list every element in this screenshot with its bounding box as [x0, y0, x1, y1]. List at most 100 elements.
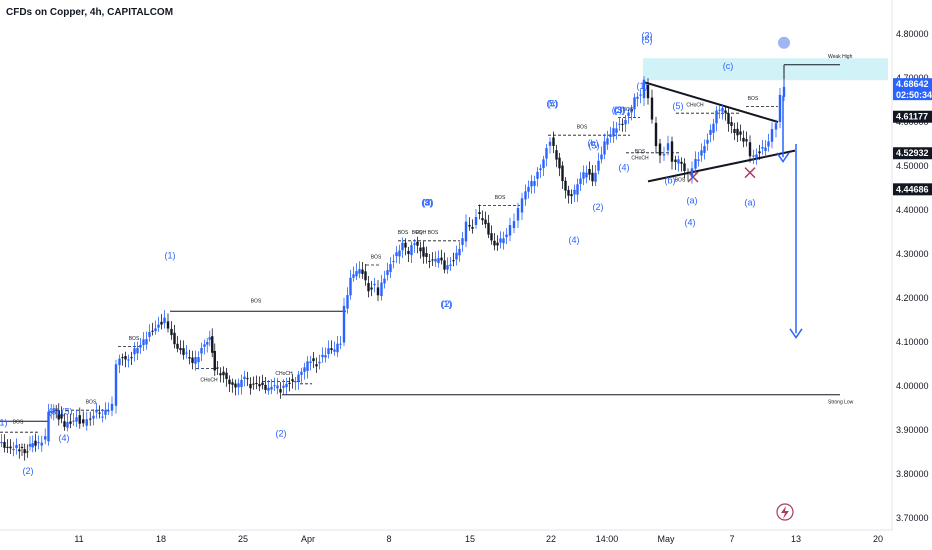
candle-body — [499, 238, 502, 243]
eqh-label: EQH — [416, 230, 427, 236]
candle-body — [739, 131, 742, 135]
candle-body — [425, 253, 428, 257]
candle-body — [431, 259, 434, 261]
candle-body — [185, 352, 188, 354]
x-tick-label: 14:00 — [596, 534, 619, 544]
wave-label: (3) — [614, 105, 625, 115]
candle-body — [778, 94, 782, 122]
candle-body — [576, 184, 579, 195]
candle-body — [727, 113, 730, 125]
forecast-arrowhead-short — [776, 152, 790, 163]
y-tick-label: 4.50000 — [896, 161, 929, 171]
candle-body — [370, 287, 373, 290]
price-badge-value: 4.52932 — [896, 148, 929, 158]
candle-body — [240, 380, 243, 388]
y-tick-label: 4.00000 — [896, 381, 929, 391]
candle-body — [273, 385, 276, 387]
candle-body — [449, 264, 452, 266]
triangle-upper-line — [644, 81, 779, 123]
wave-label: (1) — [165, 250, 176, 260]
candle-body — [401, 242, 404, 251]
candle-body — [718, 109, 721, 111]
bos-label: BOS — [86, 400, 97, 406]
bos-label: BOS — [623, 107, 634, 113]
wave-label: (3) — [49, 407, 60, 417]
wave-label: (1) — [637, 81, 648, 91]
candle-body — [258, 384, 261, 387]
candle-body — [636, 96, 639, 99]
candle-body — [373, 283, 376, 286]
candle-body — [315, 364, 318, 367]
x-tick-label: 25 — [238, 534, 248, 544]
candle-body — [484, 219, 487, 225]
candle-body — [267, 387, 270, 391]
candle-body — [6, 446, 9, 448]
wave-label: (2) — [23, 466, 34, 476]
candle-body — [618, 123, 621, 125]
candle-body — [533, 181, 536, 186]
wave-label: (2) — [593, 202, 604, 212]
choch-label: CHoCH — [275, 371, 293, 377]
candle-body — [211, 336, 214, 353]
candle-body — [270, 386, 273, 390]
candle-body — [297, 374, 300, 382]
candle-body — [285, 383, 288, 388]
candle-body — [98, 412, 101, 414]
candle-body — [633, 97, 636, 110]
candle-body — [300, 371, 303, 375]
price-badge-value: 4.68642 — [896, 79, 929, 89]
candle-body — [148, 332, 151, 337]
wave-label: (1) — [441, 299, 452, 309]
forecast-arrowhead-long — [789, 328, 803, 339]
candle-body — [461, 238, 464, 245]
x-tick-label: 7 — [729, 534, 734, 544]
candle-body — [255, 383, 258, 385]
candle-body — [121, 357, 124, 359]
candle-body — [114, 364, 118, 406]
candle-body — [23, 449, 26, 454]
price-badge-value: 4.44686 — [896, 184, 929, 194]
candle-body — [380, 282, 383, 297]
candle-body — [0, 442, 3, 444]
candle-body — [57, 410, 60, 420]
candle-body — [398, 250, 401, 257]
candle-body — [222, 371, 225, 376]
candle-body — [237, 383, 240, 388]
lightning-icon-bolt — [781, 506, 789, 519]
cross-marker — [744, 167, 756, 179]
candle-body — [481, 218, 484, 221]
candle-body — [136, 348, 139, 354]
y-tick-label: 4.40000 — [896, 205, 929, 215]
triangle-lower-line — [647, 149, 796, 183]
candle-body — [145, 339, 148, 345]
candle-body — [231, 382, 234, 385]
candle-body — [133, 348, 136, 355]
wave-label: (5) — [589, 140, 600, 150]
candle-body — [471, 227, 474, 229]
candle-body — [564, 180, 567, 191]
candle-body — [228, 379, 231, 385]
candle-body — [130, 357, 133, 359]
candle-body — [686, 172, 690, 174]
candle-body — [213, 350, 216, 371]
lightning-icon — [776, 503, 794, 521]
candle-body — [437, 258, 440, 264]
candle-body — [440, 257, 443, 261]
lightning-icon-ring — [776, 503, 794, 521]
candle-body — [124, 356, 127, 360]
candles-layer — [0, 76, 786, 461]
candle-body — [261, 382, 264, 386]
candle-body — [294, 381, 297, 383]
candle-body — [558, 157, 561, 169]
x-tick-label: 15 — [465, 534, 475, 544]
wave-label: (1) — [0, 418, 8, 428]
candle-body — [358, 269, 361, 274]
candle-body — [612, 128, 615, 137]
candle-body — [279, 389, 282, 393]
candle-body — [630, 108, 633, 113]
candle-body — [594, 172, 597, 182]
wave-label: (5) — [673, 101, 684, 111]
candle-body — [243, 376, 246, 380]
